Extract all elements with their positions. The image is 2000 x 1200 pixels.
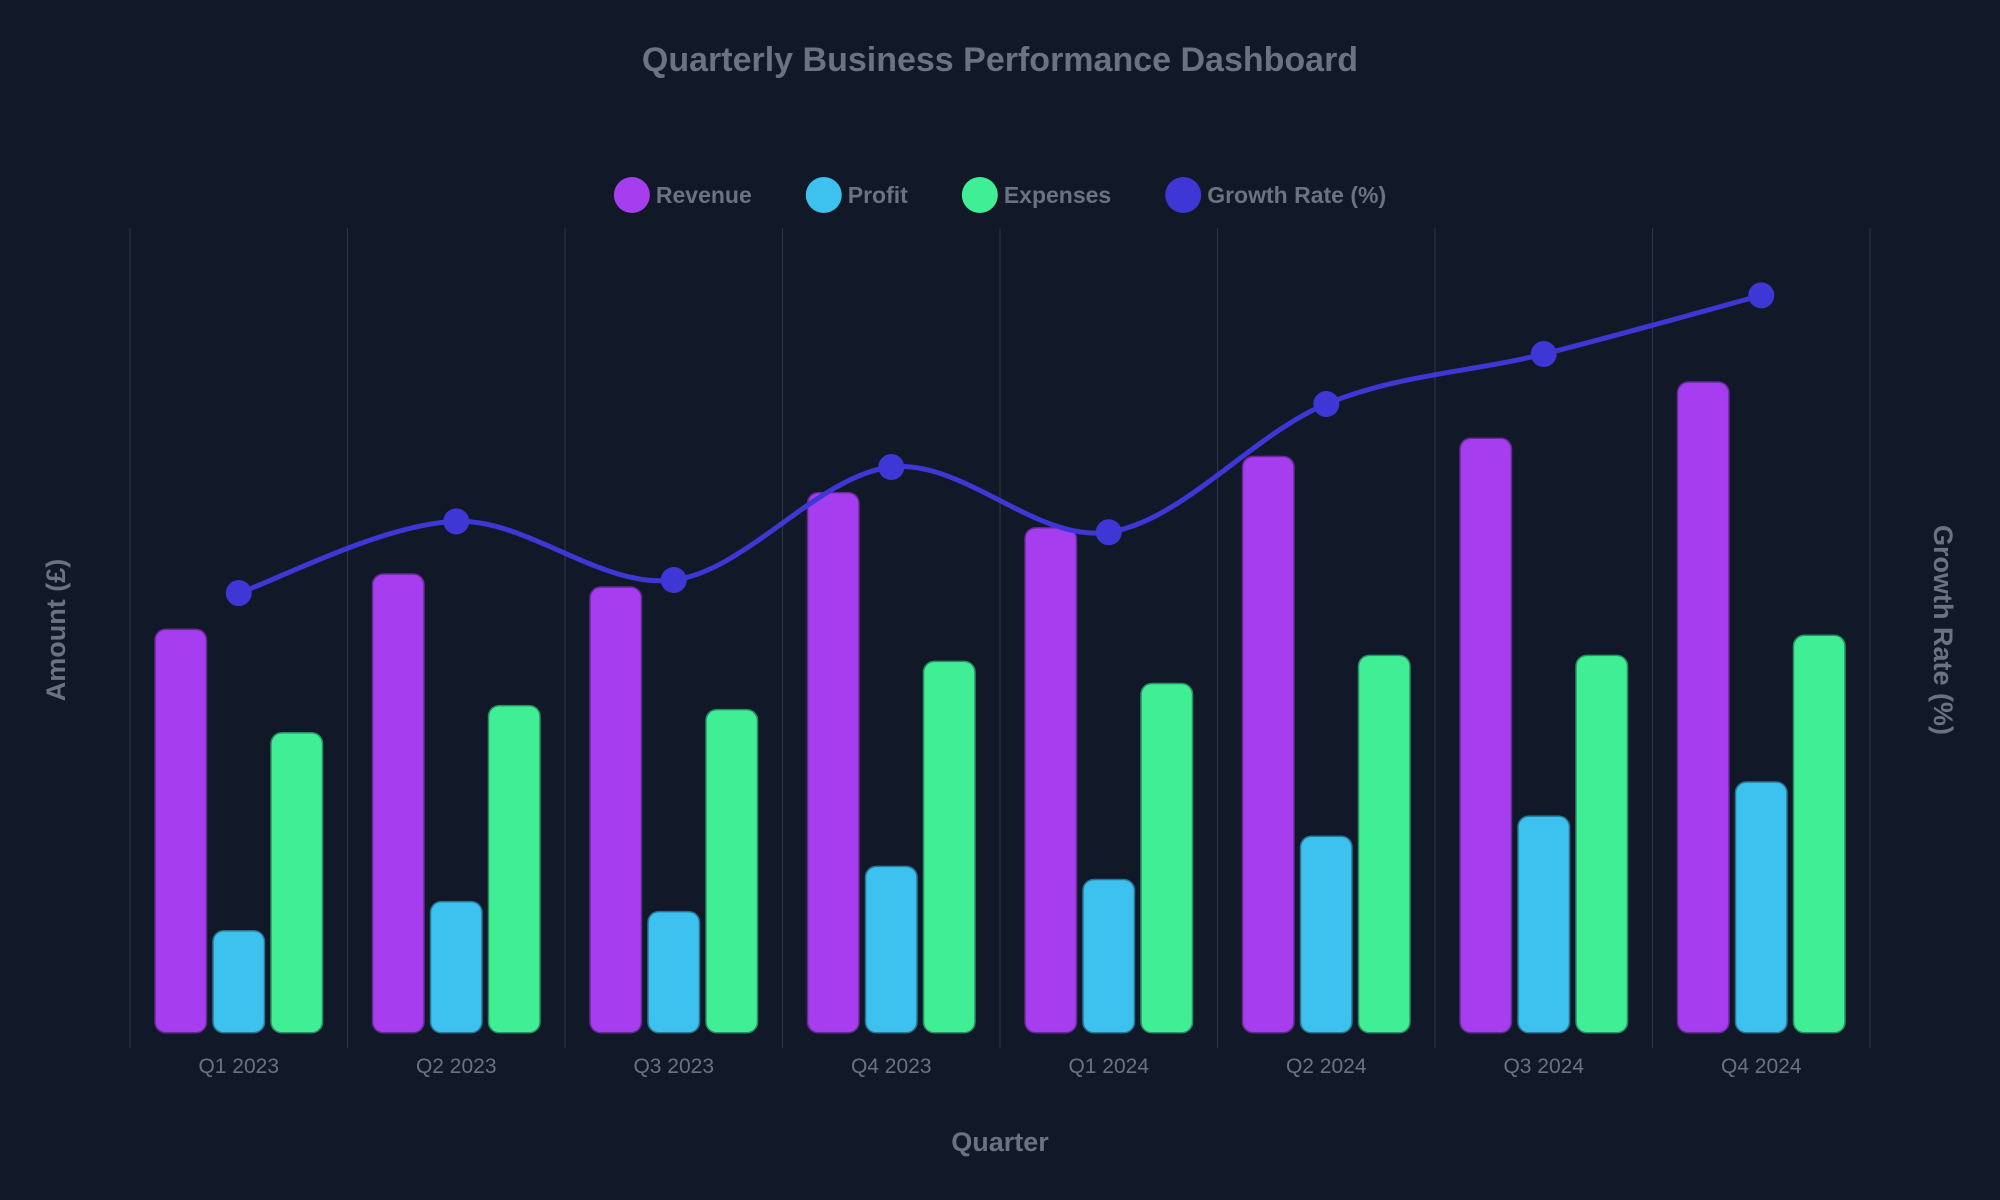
bar-profit-q1-2024: [1082, 878, 1136, 1034]
growth-rate-point-q3-2024: [1530, 341, 1557, 368]
x-tick-label: Q3 2023: [633, 1055, 714, 1078]
bar-series: [154, 381, 1846, 1034]
bar-revenue-q3-2023: [589, 586, 643, 1034]
bar-expenses-q4-2023: [922, 660, 976, 1034]
x-tick-label: Q2 2023: [416, 1055, 497, 1078]
y2-axis-title: Growth Rate (%): [1928, 525, 1958, 735]
bar-profit-q2-2023: [429, 900, 483, 1034]
bar-profit-q4-2023: [864, 865, 918, 1034]
bar-revenue-q1-2024: [1024, 526, 1078, 1034]
x-tick-label: Q1 2024: [1068, 1055, 1149, 1078]
chart-title: Quarterly Business Performance Dashboard: [642, 41, 1358, 79]
legend-label: Revenue: [656, 182, 752, 208]
bar-expenses-q4-2024: [1792, 634, 1846, 1034]
legend-item-profit: Profit: [805, 177, 908, 213]
legend-label: Expenses: [1004, 182, 1111, 208]
legend-marker: [805, 177, 842, 213]
legend-item-expenses: Expenses: [961, 177, 1111, 213]
growth-line-series: [225, 282, 1775, 607]
growth-rate-point-q1-2023: [225, 580, 252, 607]
growth-rate-point-q2-2023: [443, 508, 470, 535]
bar-revenue-q2-2024: [1241, 455, 1295, 1034]
bar-revenue-q2-2023: [371, 573, 425, 1034]
bar-revenue-q4-2023: [806, 491, 860, 1034]
growth-rate-point-q4-2024: [1748, 282, 1775, 309]
bar-expenses-q1-2024: [1140, 682, 1194, 1034]
growth-rate-point-q3-2023: [660, 567, 687, 594]
growth-rate-point-q2-2024: [1313, 391, 1340, 418]
x-axis-ticks: Q1 2023 Q2 2023 Q3 2023 Q4 2023 Q1 2024 Q2 20…: [198, 1055, 1801, 1078]
legend: Revenue Profit Expenses Growth Rate (%): [613, 177, 1386, 213]
y-axis-title: Amount (£): [41, 559, 71, 701]
bar-expenses-q2-2024: [1357, 654, 1411, 1034]
bar-profit-q3-2023: [647, 910, 701, 1034]
bar-expenses-q3-2024: [1575, 654, 1629, 1034]
x-axis-title: Quarter: [951, 1127, 1049, 1157]
growth-rate-point-q1-2024: [1095, 519, 1122, 546]
growth-rate-line: [236, 292, 1764, 596]
x-tick-label: Q1 2023: [198, 1055, 279, 1078]
bar-profit-q1-2023: [212, 930, 266, 1034]
x-tick-label: Q2 2024: [1286, 1055, 1367, 1078]
bar-profit-q3-2024: [1517, 815, 1571, 1034]
legend-marker: [1165, 177, 1202, 213]
legend-marker: [961, 177, 998, 213]
legend-marker: [613, 177, 650, 213]
bar-revenue-q4-2024: [1676, 381, 1730, 1034]
x-tick-label: Q4 2024: [1721, 1055, 1802, 1078]
x-tick-label: Q3 2024: [1503, 1055, 1584, 1078]
legend-item-growth-rate: Growth Rate (%): [1165, 177, 1386, 213]
bar-revenue-q3-2024: [1459, 437, 1513, 1034]
bar-revenue-q1-2023: [154, 628, 208, 1034]
bar-expenses-q2-2023: [487, 704, 541, 1034]
bar-profit-q2-2024: [1299, 835, 1353, 1034]
legend-label: Growth Rate (%): [1207, 182, 1386, 208]
grid-lines: [129, 228, 1871, 1048]
bar-profit-q4-2024: [1734, 781, 1788, 1034]
growth-rate-point-q4-2023: [878, 454, 905, 481]
bar-expenses-q3-2023: [705, 708, 759, 1034]
x-tick-label: Q4 2023: [851, 1055, 932, 1078]
bar-expenses-q1-2023: [270, 732, 324, 1034]
legend-item-revenue: Revenue: [613, 177, 752, 213]
legend-label: Profit: [848, 182, 908, 208]
